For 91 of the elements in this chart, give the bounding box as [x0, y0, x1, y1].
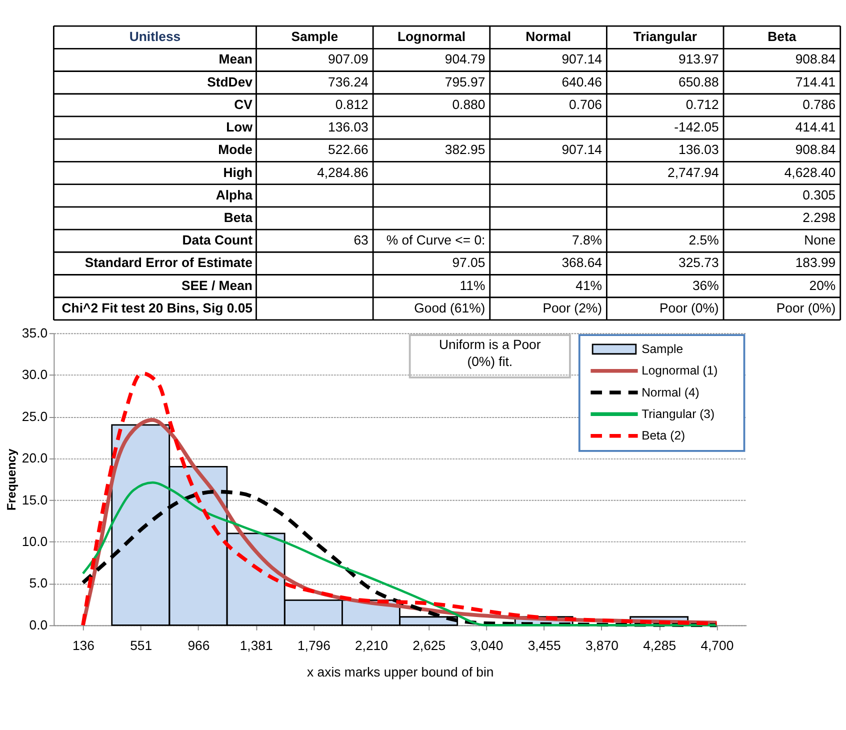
text: 913.97 — [678, 52, 719, 67]
text: 325.73 — [678, 255, 719, 270]
text: 650.88 — [678, 74, 719, 90]
text: 795.97 — [444, 74, 486, 90]
x-tick-label: 551 — [130, 638, 152, 654]
category-label: Data Count — [182, 232, 252, 248]
category-label: CV — [234, 96, 252, 112]
text: 382.95 — [444, 142, 486, 158]
x-tick-label: 1,796 — [297, 638, 330, 654]
text: 36% — [692, 278, 719, 293]
y-tick-label: 0.0 — [29, 617, 48, 632]
text: 0.706 — [569, 96, 602, 112]
y-axis-title: Frequency — [4, 448, 18, 511]
category-label: SEE / Mean — [181, 278, 252, 293]
text: 2.5% — [688, 232, 719, 248]
text: 20% — [809, 278, 836, 293]
x-tick-label: 966 — [188, 638, 210, 654]
text: 907.14 — [562, 142, 602, 158]
category-label: Triangular — [633, 29, 697, 44]
category-label: High — [223, 164, 252, 180]
text: 714.41 — [795, 74, 836, 90]
text: 907.09 — [328, 52, 368, 67]
text: 2.298 — [802, 210, 836, 225]
y-tick-label: 25.0 — [22, 408, 48, 424]
category-label: StdDev — [207, 74, 252, 90]
x-tick-label: 4,700 — [700, 638, 734, 654]
category-label: Chi^2 Fit test 20 Bins, Sig 0.05 — [62, 300, 252, 316]
text: 0.812 — [335, 96, 368, 112]
text: 0.880 — [452, 96, 486, 112]
category-label: Mode — [218, 142, 252, 158]
text: 640.46 — [562, 74, 602, 90]
text: 136.03 — [328, 120, 368, 135]
text: 2,747.94 — [668, 164, 719, 180]
y-tick-label: 30.0 — [22, 367, 48, 382]
text: 4,284.86 — [317, 164, 368, 180]
text: 736.24 — [328, 74, 368, 90]
category-label: Beta — [224, 210, 252, 225]
text: 522.66 — [328, 142, 368, 158]
text: -142.05 — [674, 120, 719, 135]
annotation: Uniform is a Poor (0%) fit. — [439, 337, 542, 370]
x-tick-label: 2,625 — [412, 638, 446, 654]
category-label: Beta — [768, 29, 797, 44]
x-axis-title: x axis marks upper bound of bin — [307, 664, 494, 680]
y-tick-label: 15.0 — [22, 492, 48, 508]
text: 63 — [354, 232, 368, 248]
text: Unitless — [129, 29, 181, 44]
category-label: Lognormal — [397, 29, 466, 44]
text: 136.03 — [678, 142, 719, 158]
x-tick-label: 3,040 — [470, 638, 504, 654]
text: Poor (0%) — [776, 300, 836, 316]
category-label: Standard Error of Estimate — [84, 255, 252, 270]
text: 7.8% — [572, 232, 602, 248]
text: 414.41 — [795, 120, 836, 135]
text: % of Curve <= 0: — [386, 232, 486, 248]
category-label: Mean — [218, 52, 252, 67]
legend-label: Normal (4) — [642, 385, 700, 400]
x-tick-label: 2,210 — [354, 638, 388, 654]
text: Good (61%) — [414, 300, 486, 316]
x-tick-label: 136 — [72, 638, 94, 654]
legend-label: Triangular (3) — [642, 406, 715, 421]
text: 4,628.40 — [784, 164, 836, 180]
text: 0.712 — [686, 96, 719, 112]
text: 41% — [576, 278, 602, 293]
y-tick-label: 20.0 — [22, 450, 48, 466]
y-tick-label: 35.0 — [22, 325, 48, 340]
text: 11% — [460, 278, 486, 293]
text: 0.786 — [802, 96, 836, 112]
category-label: Normal — [526, 29, 571, 44]
text: 904.79 — [444, 52, 486, 67]
text: Poor (2%) — [542, 300, 602, 316]
x-tick-label: 3,455 — [528, 638, 561, 654]
category-label: Low — [226, 120, 252, 135]
category-label: Sample — [291, 29, 338, 44]
text: 907.14 — [562, 52, 602, 67]
text: 908.84 — [795, 142, 836, 158]
x-tick-label: 4,285 — [643, 638, 676, 654]
y-tick-label: 10.0 — [22, 534, 48, 550]
text: 97.05 — [452, 255, 486, 270]
text: 368.64 — [562, 255, 602, 270]
y-tick-label: 5.0 — [29, 576, 48, 591]
text: Poor (0%) — [660, 300, 719, 316]
text: 0.305 — [802, 187, 836, 202]
x-tick-label: 3,870 — [585, 638, 618, 654]
category-label: Alpha — [216, 187, 252, 202]
legend-label: Beta (2) — [642, 428, 686, 443]
legend-label: Sample — [642, 342, 684, 356]
text: None — [804, 232, 836, 248]
text: 183.99 — [795, 255, 836, 270]
x-tick-label: 1,381 — [240, 638, 273, 654]
text: 908.84 — [795, 52, 836, 67]
legend-label: Lognormal (1) — [642, 364, 718, 378]
